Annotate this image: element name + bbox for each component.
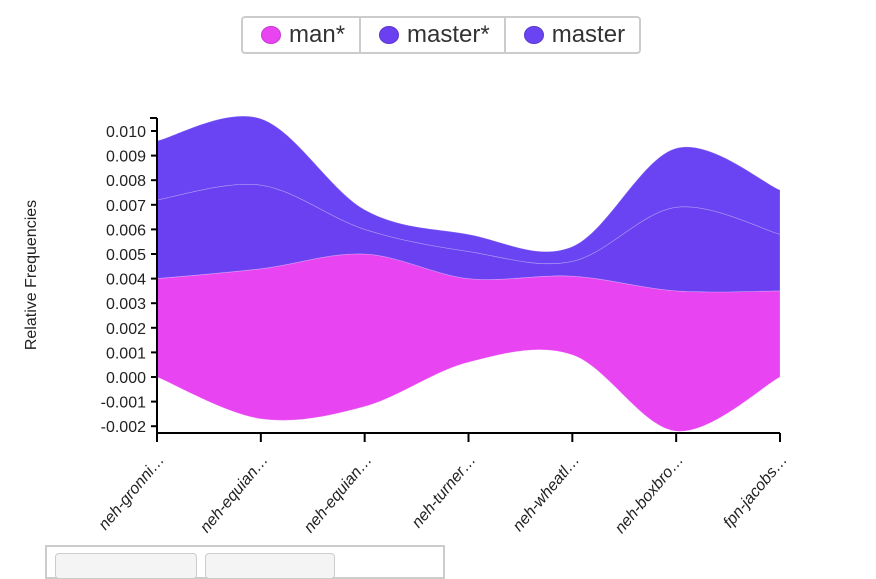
y-tick-label: 0.001 — [106, 345, 146, 362]
y-tick: 0.006 — [106, 222, 157, 239]
y-tick-label: 0.002 — [106, 321, 146, 338]
x-tick-label: fpn-jacobs… — [720, 452, 791, 532]
y-tick: 0.005 — [106, 247, 157, 264]
y-tick-label: 0.005 — [106, 247, 146, 264]
x-tick: neh-equian… — [301, 433, 376, 536]
legend-swatch-icon — [523, 26, 544, 44]
x-tick-label: neh-gronni… — [96, 452, 168, 534]
y-tick-label: 0.008 — [106, 173, 146, 190]
y-tick-label: 0.007 — [106, 198, 146, 215]
y-tick: 0.009 — [106, 149, 157, 166]
y-tick-label: 0.000 — [106, 370, 146, 387]
y-tick: -0.001 — [101, 395, 157, 412]
legend-item[interactable]: master* — [361, 18, 506, 52]
streamgraph-chart: 0.010 0.009 0.008 0.007 0.006 0.005 0.004 0.003… — [23, 115, 791, 537]
y-tick: 0.002 — [106, 321, 157, 338]
bottom-controls-panel — [45, 545, 445, 579]
y-tick-label: -0.001 — [101, 395, 146, 412]
stream-layer-master[interactable] — [156, 115, 781, 265]
select-control-2[interactable] — [205, 553, 335, 579]
select-control-1[interactable] — [55, 553, 197, 579]
y-tick-label: 0.010 — [106, 124, 146, 141]
y-tick: 0.001 — [106, 345, 157, 362]
legend-item[interactable]: man* — [243, 18, 362, 52]
x-tick: neh-turner… — [409, 433, 480, 531]
legend-label: master — [551, 21, 626, 48]
x-tick-label: neh-boxbro… — [612, 452, 687, 537]
x-tick: neh-boxbro… — [612, 433, 687, 537]
legend: man* master* master — [241, 16, 642, 54]
y-tick-label: 0.004 — [106, 272, 146, 289]
y-tick-label: 0.006 — [106, 222, 146, 239]
x-tick-label: neh-wheatl… — [510, 452, 584, 535]
x-tick: neh-equian… — [197, 433, 272, 536]
x-tick-label: neh-equian… — [197, 452, 272, 537]
x-tick: fpn-jacobs… — [720, 433, 791, 531]
legend-swatch-icon — [261, 26, 281, 44]
legend-label: master* — [407, 21, 490, 48]
legend-item[interactable]: master — [506, 18, 639, 52]
x-tick: neh-wheatl… — [510, 433, 584, 535]
x-tick: neh-gronni… — [96, 433, 168, 533]
x-tick-label: neh-turner… — [409, 452, 480, 532]
y-tick: 0.000 — [106, 370, 157, 387]
y-tick-label: -0.002 — [101, 419, 146, 436]
y-tick: 0.007 — [106, 198, 157, 215]
y-tick: 0.010 — [106, 124, 157, 141]
legend-swatch-icon — [379, 26, 400, 44]
y-tick: -0.002 — [101, 419, 157, 436]
y-tick-label: 0.003 — [106, 296, 146, 313]
y-tick-label: 0.009 — [106, 149, 146, 166]
x-tick-label: neh-equian… — [301, 452, 376, 537]
y-tick: 0.004 — [106, 272, 157, 289]
y-tick: 0.003 — [106, 296, 157, 313]
y-axis-label: Relative Frequencies — [23, 200, 40, 350]
y-tick: 0.008 — [106, 173, 157, 190]
legend-label: man* — [289, 21, 346, 48]
